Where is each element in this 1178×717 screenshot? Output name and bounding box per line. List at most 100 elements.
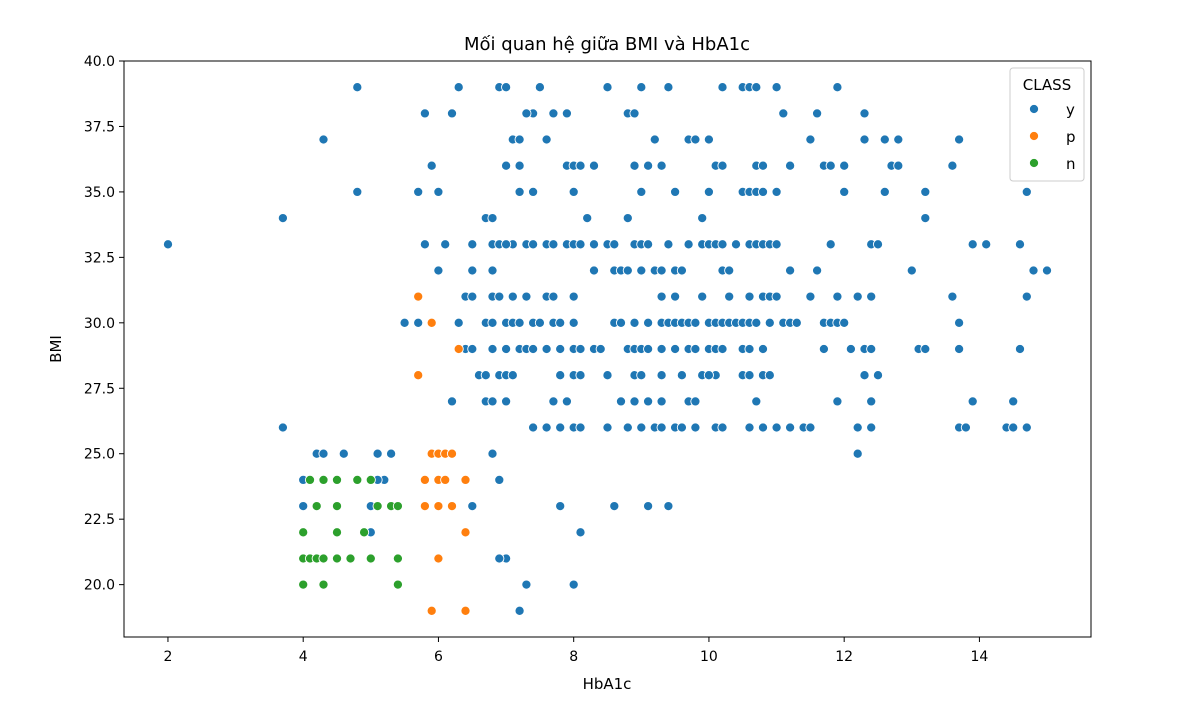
- data-point-p: [413, 291, 424, 302]
- data-point-y: [771, 291, 782, 302]
- data-point-y: [954, 134, 965, 145]
- data-point-y: [967, 239, 978, 250]
- data-point-y: [960, 422, 971, 433]
- data-point-y: [703, 370, 714, 381]
- data-point-y: [751, 317, 762, 328]
- data-point-y: [568, 186, 579, 197]
- data-point-y: [879, 134, 890, 145]
- data-point-y: [690, 422, 701, 433]
- data-point-y: [501, 239, 512, 250]
- data-point-y: [548, 396, 559, 407]
- data-point-n: [392, 501, 403, 512]
- data-point-y: [717, 239, 728, 250]
- x-tick-label: 6: [434, 649, 443, 665]
- data-point-y: [697, 291, 708, 302]
- data-point-y: [548, 239, 559, 250]
- data-point-y: [561, 108, 572, 119]
- data-point-y: [744, 291, 755, 302]
- data-point-y: [717, 343, 728, 355]
- data-point-y: [615, 317, 627, 328]
- data-point-y: [764, 317, 775, 328]
- data-point-p: [453, 343, 464, 355]
- data-point-y: [981, 239, 992, 250]
- data-point-y: [487, 317, 498, 328]
- data-point-p: [426, 317, 437, 328]
- data-point-y: [1021, 186, 1032, 197]
- data-point-y: [602, 82, 613, 93]
- data-point-y: [866, 291, 877, 302]
- data-point-n: [359, 527, 370, 538]
- data-point-y: [879, 186, 890, 197]
- data-point-y: [548, 108, 559, 119]
- data-point-y: [453, 317, 464, 328]
- data-point-y: [656, 396, 667, 407]
- data-point-y: [419, 108, 430, 119]
- data-point-y: [575, 343, 586, 355]
- data-point-y: [555, 501, 566, 512]
- data-point-y: [785, 422, 796, 433]
- data-point-y: [839, 317, 850, 328]
- data-point-y: [568, 317, 579, 328]
- data-point-y: [872, 239, 884, 250]
- data-point-y: [352, 186, 363, 197]
- data-point-y: [568, 291, 579, 302]
- data-point-y: [575, 370, 586, 381]
- data-point-y: [629, 160, 640, 171]
- data-point-y: [954, 317, 965, 328]
- data-point-n: [318, 579, 329, 590]
- x-tick-label: 4: [299, 649, 308, 665]
- data-point-y: [277, 422, 288, 433]
- data-point-n: [331, 501, 343, 512]
- data-point-n: [331, 474, 343, 485]
- y-axis-label: BMI: [47, 335, 65, 363]
- y-tick-label: 35.0: [84, 185, 115, 201]
- data-point-p: [446, 448, 458, 459]
- data-point-y: [629, 396, 640, 407]
- data-point-y: [920, 213, 931, 224]
- data-point-y: [521, 579, 532, 590]
- data-point-y: [1028, 265, 1039, 276]
- data-point-y: [629, 317, 640, 328]
- legend-label-p: p: [1066, 128, 1076, 146]
- data-point-y: [453, 82, 464, 93]
- data-point-y: [446, 108, 458, 119]
- data-point-y: [413, 186, 424, 197]
- data-point-y: [507, 370, 518, 381]
- data-point-y: [487, 396, 498, 407]
- data-point-y: [866, 422, 877, 433]
- data-point-y: [663, 82, 674, 93]
- data-point-y: [622, 213, 633, 224]
- data-point-y: [839, 186, 850, 197]
- data-point-y: [703, 186, 714, 197]
- data-point-y: [954, 343, 965, 355]
- data-point-y: [433, 186, 444, 197]
- data-point-y: [805, 422, 816, 433]
- data-point-y: [1021, 422, 1032, 433]
- data-point-y: [277, 213, 288, 224]
- data-point-y: [805, 134, 816, 145]
- data-point-y: [778, 108, 789, 119]
- data-point-n: [345, 553, 356, 564]
- y-tick-label: 30.0: [84, 316, 115, 332]
- data-point-y: [791, 317, 802, 328]
- data-point-y: [852, 422, 863, 433]
- data-point-y: [582, 213, 593, 224]
- data-point-y: [866, 343, 877, 355]
- data-point-y: [575, 422, 586, 433]
- data-point-y: [771, 186, 782, 197]
- data-point-p: [419, 474, 430, 485]
- data-point-y: [690, 396, 701, 407]
- data-point-y: [575, 160, 586, 171]
- data-point-y: [636, 265, 647, 276]
- data-point-y: [852, 291, 863, 302]
- data-point-y: [636, 186, 647, 197]
- data-point-y: [690, 317, 701, 328]
- data-point-n: [304, 474, 316, 485]
- data-point-y: [575, 239, 586, 250]
- data-point-y: [859, 370, 870, 381]
- data-point-y: [866, 396, 877, 407]
- data-point-y: [1008, 422, 1019, 433]
- data-point-y: [690, 134, 701, 145]
- data-point-y: [521, 108, 532, 119]
- series-n: [298, 474, 403, 590]
